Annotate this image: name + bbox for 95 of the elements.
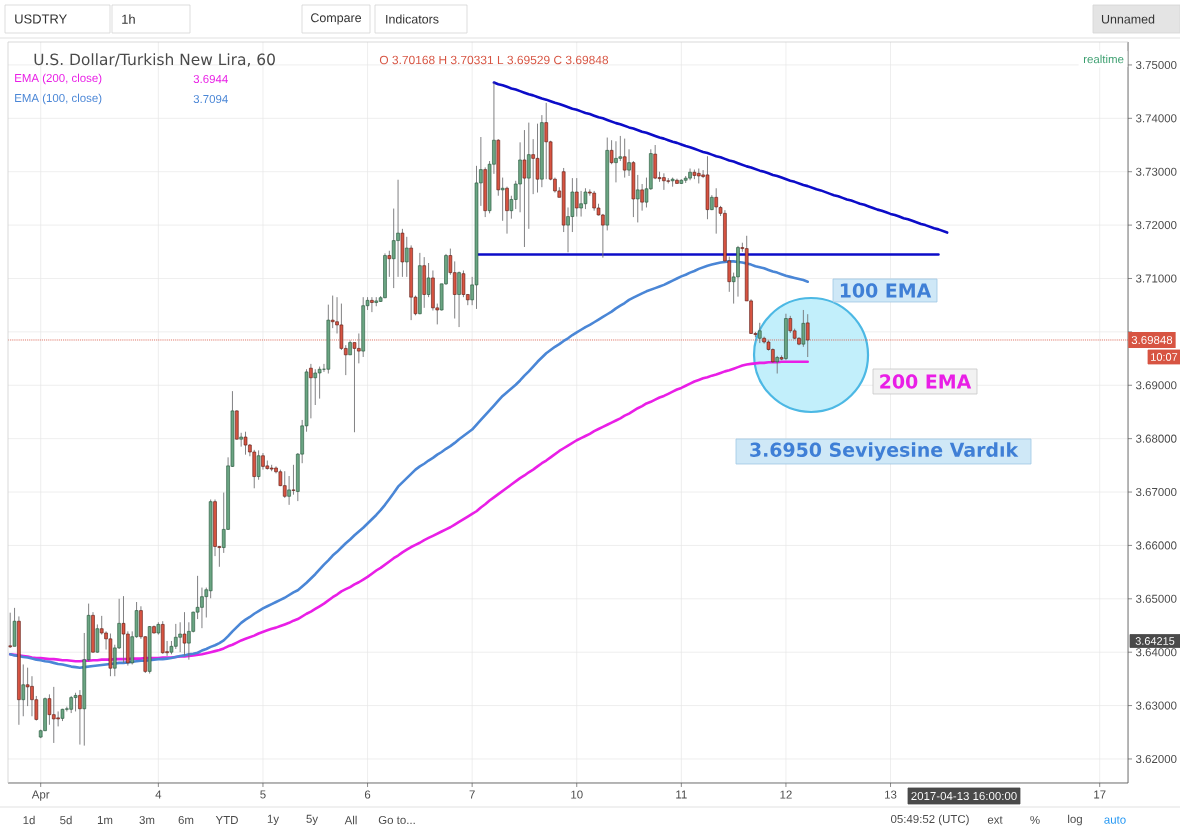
y-tick-label: 3.62000: [1135, 754, 1177, 764]
annotation: 3.7094: [193, 94, 228, 104]
text: auto: [1104, 816, 1126, 824]
candlestick: [78, 689, 82, 745]
y-tick-label: 3.75000: [1135, 60, 1177, 69]
candlestick: [95, 623, 100, 654]
candlestick: [73, 692, 78, 712]
candlestick: [8, 612, 12, 649]
text: 5y: [306, 814, 319, 826]
candlestick: [627, 148, 631, 177]
candlestick: [635, 174, 640, 223]
text: 1y: [267, 814, 280, 826]
x-tick-label: 11: [676, 790, 687, 799]
text: USDTRY: [15, 14, 67, 24]
x-tick-label: 6: [364, 790, 371, 799]
ref-line-label: 3.69848: [1131, 335, 1173, 345]
candlestick: [527, 122, 531, 230]
candlestick: [457, 271, 461, 328]
y-tick-label: 3.64000: [1135, 648, 1177, 657]
y-tick-label: 3.69000: [1135, 381, 1177, 390]
candlestick: [313, 368, 318, 406]
text: 3.64215: [1135, 637, 1175, 645]
candlestick: [56, 711, 60, 727]
text: U.S. Dollar/Turkish New Lira, 60: [34, 53, 275, 67]
candlestick: [404, 236, 409, 278]
annotation: 200 EMA: [880, 374, 972, 389]
candlestick: [500, 177, 505, 222]
x-tick-label: 10: [571, 790, 583, 799]
text: 10:07: [1151, 353, 1178, 361]
candlestick: [21, 664, 26, 717]
x-tick-label: 17: [1094, 790, 1106, 799]
text: 1h: [122, 14, 135, 24]
candlestick: [758, 322, 762, 344]
candlestick: [51, 686, 56, 744]
candlestick: [243, 431, 248, 456]
text: YTD: [215, 816, 238, 824]
x-tick-label: 12: [780, 790, 792, 799]
candlestick: [291, 464, 296, 496]
y-tick-label: 3.71000: [1135, 274, 1177, 283]
candlestick: [461, 270, 466, 298]
candlestick: [544, 102, 549, 180]
candlestick: [535, 123, 540, 193]
text: O 3.70168 H 3.70331 L 3.69529 C 3.69848: [379, 55, 609, 65]
x-tick-label: 13: [885, 790, 897, 799]
x-tick-label: 4: [155, 790, 162, 799]
candlestick: [574, 177, 579, 218]
candlestick: [330, 295, 335, 329]
text: 1m: [97, 816, 113, 824]
y-tick-label: 3.72000: [1135, 221, 1177, 230]
candlestick: [370, 296, 374, 313]
text: Go to...: [378, 815, 415, 825]
text: 2017-04-13 16:00:00: [911, 791, 1017, 801]
candlestick: [256, 449, 261, 481]
candlestick: [614, 140, 618, 183]
text: 3m: [139, 815, 155, 825]
candlestick: [426, 262, 431, 298]
y-tick-label: 3.63000: [1135, 701, 1177, 710]
text: EMA (100, close): [15, 93, 102, 105]
candlestick: [801, 309, 806, 348]
y-tick-label: 3.65000: [1135, 594, 1177, 603]
candlestick: [309, 363, 313, 419]
candlestick: [640, 183, 644, 212]
x-tick-label: Apr: [31, 790, 50, 801]
candlestick: [178, 621, 182, 653]
text: 05:49:52 (UTC): [890, 814, 969, 826]
text: ext: [987, 816, 1003, 824]
annotation: 100 EMA: [840, 283, 932, 298]
y-tick-label: 3.68000: [1135, 434, 1177, 443]
x-tick-label: 7: [469, 790, 475, 799]
text: Unnamed: [1101, 14, 1155, 24]
candlestick: [182, 611, 187, 656]
text: EMA (200, close): [15, 73, 102, 85]
text: 6m: [178, 815, 194, 825]
y-tick-label: 3.74000: [1135, 114, 1177, 123]
candlestick: [287, 475, 291, 506]
candlestick: [622, 138, 627, 179]
text: log: [1068, 814, 1082, 826]
text: All: [344, 815, 357, 825]
text: 1d: [23, 815, 35, 825]
candlestick: [396, 179, 400, 278]
y-tick-label: 3.67000: [1135, 487, 1177, 497]
y-tick-label: 3.73000: [1135, 167, 1177, 176]
text: 5d: [60, 815, 72, 825]
x-tick-label: 5: [260, 790, 266, 799]
annotation: realtime: [1083, 54, 1124, 64]
annotation: 3.6944: [193, 74, 228, 84]
text: Indicators: [386, 14, 439, 24]
text: Compare: [311, 13, 362, 25]
candlestick: [121, 595, 126, 664]
y-tick-label: 3.66000: [1135, 541, 1177, 550]
candlestick: [522, 129, 527, 248]
text: %: [1030, 815, 1040, 824]
candlestick: [387, 250, 392, 278]
annotation: 3.6950 Seviyesine Vardık: [750, 442, 1019, 461]
candlestick: [505, 186, 509, 235]
